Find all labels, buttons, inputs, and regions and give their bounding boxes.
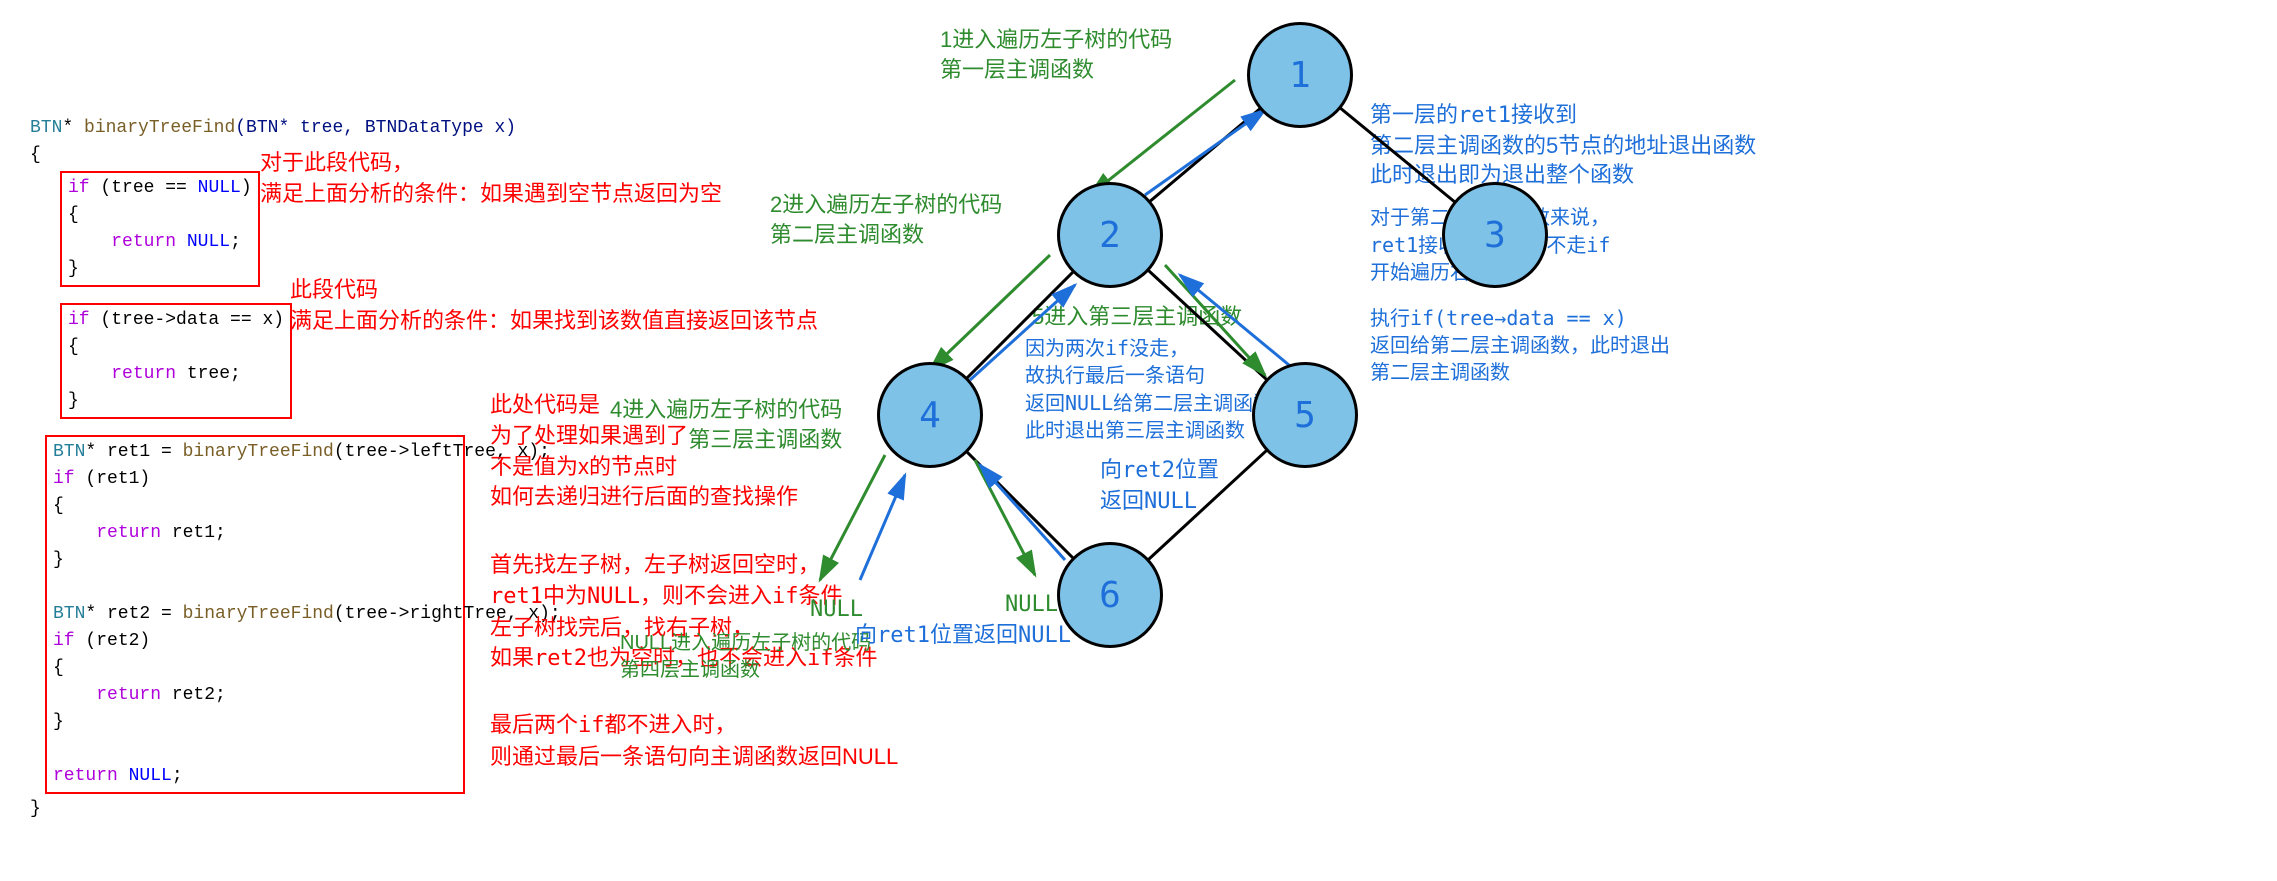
- node-label: 1: [1289, 55, 1311, 96]
- code-box-1: if (tree == NULL) { return NULL; }: [60, 171, 260, 287]
- function-params: (BTN* tree, BTNDataType x): [235, 118, 516, 138]
- node-label: 4: [919, 395, 941, 436]
- tree-node-5: 5: [1252, 362, 1358, 468]
- anno-2-l2: 满足上面分析的条件：如果找到该数值直接返回该节点: [290, 306, 818, 337]
- anno-2-l1: 此段代码: [290, 275, 818, 306]
- tree-node-4: 4: [877, 362, 983, 468]
- node-label: 6: [1099, 575, 1121, 616]
- anno-1-l1: 对于此段代码，: [260, 148, 722, 179]
- node-label: 5: [1294, 395, 1316, 436]
- function-name: binaryTreeFind: [84, 118, 235, 138]
- tree-node-1: 1: [1247, 22, 1353, 128]
- tree-diagram: 1 2 3 4 5 6 1进入遍历左子树的代码 第一层主调函数 2进入遍历左子树…: [800, 0, 2277, 881]
- anno-3-l4: 如何去递归进行后面的查找操作: [490, 482, 798, 513]
- anno-1: 对于此段代码， 满足上面分析的条件：如果遇到空节点返回为空: [260, 148, 722, 210]
- tree-node-2: 2: [1057, 182, 1163, 288]
- node-label: 2: [1099, 215, 1121, 256]
- tree-edges: [800, 0, 2277, 881]
- code-box-2: if (tree->data == x) { return tree; }: [60, 303, 292, 419]
- code-block: BTN* binaryTreeFind(BTN* tree, BTNDataTy…: [30, 115, 460, 823]
- tree-node-6: 6: [1057, 542, 1163, 648]
- node-label: 3: [1484, 215, 1506, 256]
- tree-node-3: 3: [1442, 182, 1548, 288]
- anno-1-l2: 满足上面分析的条件：如果遇到空节点返回为空: [260, 179, 722, 210]
- anno-2: 此段代码 满足上面分析的条件：如果找到该数值直接返回该节点: [290, 275, 818, 337]
- anno-3-l3: 不是值为x的节点时: [490, 452, 798, 483]
- code-box-3: BTN* ret1 = binaryTreeFind(tree->leftTre…: [45, 435, 465, 794]
